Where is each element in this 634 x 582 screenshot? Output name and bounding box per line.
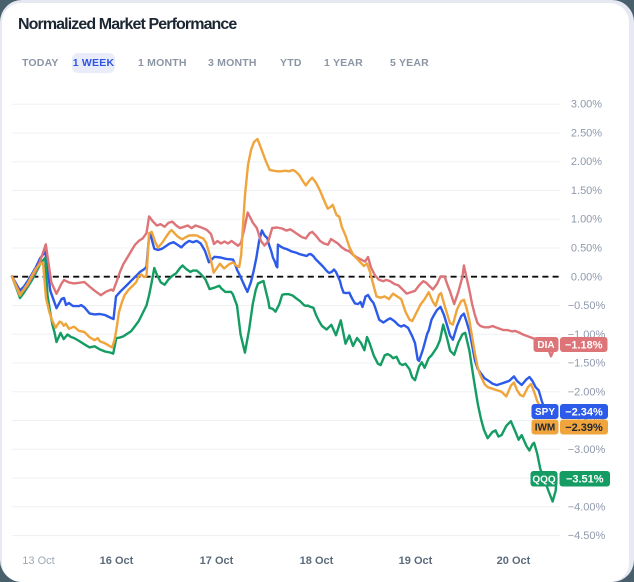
svg-text:−2.00%: −2.00% <box>568 386 606 398</box>
svg-text:1.50%: 1.50% <box>571 185 602 197</box>
svg-text:19 Oct: 19 Oct <box>399 555 433 567</box>
svg-text:2.00%: 2.00% <box>571 156 602 168</box>
svg-text:−3.00%: −3.00% <box>568 444 606 456</box>
svg-text:−2.34%: −2.34% <box>565 406 603 418</box>
svg-text:SPY: SPY <box>535 407 555 418</box>
svg-text:16 Oct: 16 Oct <box>100 555 134 567</box>
svg-text:2.50%: 2.50% <box>571 128 602 140</box>
svg-text:0.50%: 0.50% <box>571 243 602 255</box>
svg-text:17 Oct: 17 Oct <box>200 555 234 567</box>
svg-text:QQQ: QQQ <box>532 474 556 485</box>
svg-text:0.00%: 0.00% <box>571 271 602 283</box>
svg-text:DIA: DIA <box>537 340 554 351</box>
svg-text:−1.50%: −1.50% <box>568 358 606 370</box>
svg-text:−2.39%: −2.39% <box>565 422 603 434</box>
svg-text:1.00%: 1.00% <box>571 214 602 226</box>
svg-text:20 Oct: 20 Oct <box>497 555 531 567</box>
svg-text:13 Oct: 13 Oct <box>22 555 54 567</box>
svg-text:−0.50%: −0.50% <box>568 300 606 312</box>
svg-text:−1.18%: −1.18% <box>565 339 603 351</box>
svg-text:18 Oct: 18 Oct <box>300 555 334 567</box>
svg-text:−3.51%: −3.51% <box>566 474 604 486</box>
svg-text:3.00%: 3.00% <box>571 99 602 111</box>
svg-text:IWM: IWM <box>535 423 556 434</box>
svg-text:−4.00%: −4.00% <box>568 501 606 513</box>
svg-text:−4.50%: −4.50% <box>568 530 606 542</box>
